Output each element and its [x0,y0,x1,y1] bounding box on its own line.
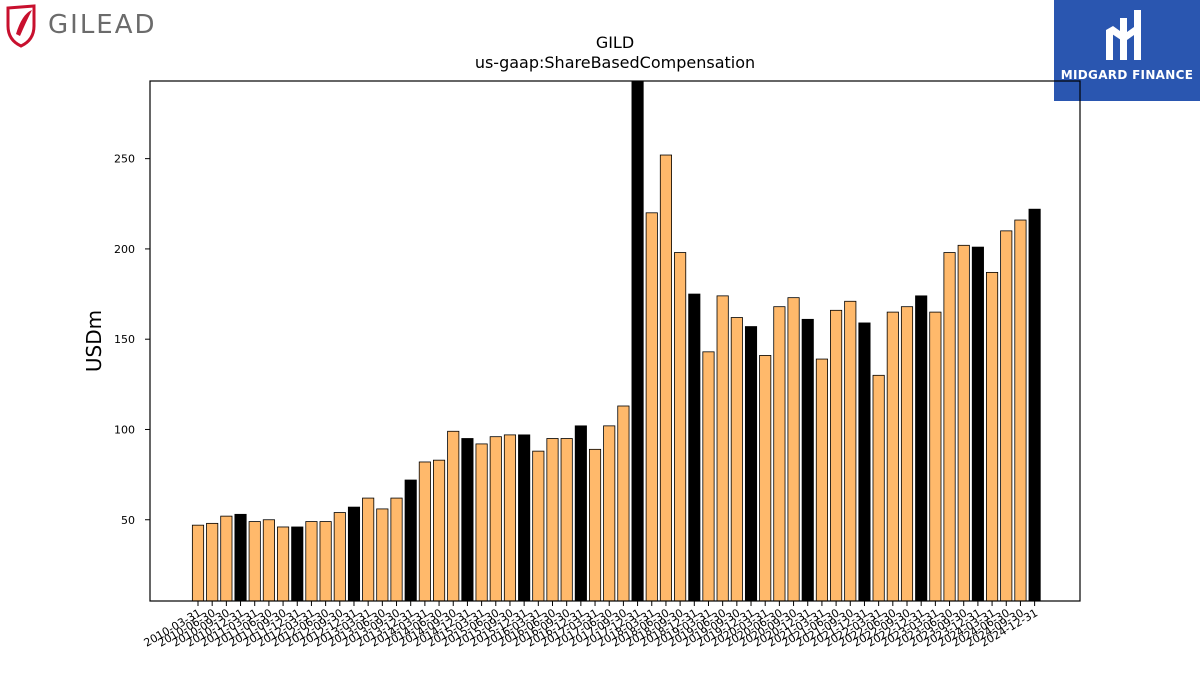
midgard-mark-icon [1106,10,1141,60]
bar-2013-09-30 [390,497,403,602]
bar-2012-03-31 [305,521,318,602]
bar-2014-12-31 [461,438,474,602]
y-tick-label: 50 [121,514,135,527]
bar-2021-12-31 [858,322,871,602]
bar-2024-03-31 [986,271,999,602]
bar-2020-12-31 [801,318,814,602]
bar-2011-09-30 [277,526,290,602]
bar-2020-03-31 [759,355,772,602]
bar-2014-03-31 [418,461,431,602]
bar-series [191,80,1041,602]
bar-2018-12-31 [688,293,701,602]
x-axis-ticks: 2010-03-312010-06-302010-09-302010-12-31… [142,601,1040,650]
bar-2016-12-31 [574,425,587,602]
bar-2013-12-31 [404,479,417,602]
bar-2024-06-30 [1000,230,1013,602]
bar-2023-06-30 [943,252,956,602]
bar-2014-09-30 [447,430,460,602]
bar-2021-09-30 [844,300,857,602]
gilead-logo-text: GILEAD [48,10,157,40]
bar-2019-06-30 [716,295,729,602]
chart-title: GILD [596,33,634,52]
bar-2015-12-31 [518,434,531,602]
bar-2024-12-31 [1028,208,1041,602]
bar-2017-12-31 [631,80,644,602]
y-tick-label: 150 [114,333,135,346]
bar-2010-06-30 [206,522,219,602]
bar-2024-09-30 [1014,219,1027,602]
bar-2016-06-30 [546,438,559,602]
bar-2018-09-30 [674,252,687,602]
bar-2017-03-31 [588,448,602,602]
bar-2022-09-30 [900,306,914,602]
bar-2020-09-30 [787,297,800,602]
bar-2019-12-31 [744,326,758,602]
bar-2011-06-30 [262,519,275,602]
bar-2013-06-30 [376,508,389,602]
bar-2023-09-30 [957,244,970,602]
bar-2019-03-31 [702,351,715,602]
bar-2018-03-31 [645,212,658,602]
y-tick-label: 100 [114,423,135,436]
bar-2022-03-31 [872,374,885,602]
bar-2015-06-30 [489,436,502,602]
bar-2013-03-31 [362,497,375,602]
gilead-shield-icon [6,4,36,48]
bar-2021-06-30 [830,309,843,602]
bar-2016-03-31 [532,450,545,602]
y-tick-label: 200 [114,243,135,256]
bar-2023-03-31 [929,311,942,602]
y-tick-label: 250 [114,153,135,166]
bar-2018-06-30 [659,154,672,602]
bar-2019-09-30 [730,317,743,602]
midgard-logo-text: MIDGARD FINANCE [1060,68,1194,82]
bar-2020-06-30 [773,306,786,602]
y-axis-label: USDm [82,310,106,372]
y-axis-ticks: 50 100 150 200 250 [114,153,150,527]
bar-2021-03-31 [815,358,828,602]
plot-area-frame [149,80,1081,602]
bar-2011-03-31 [248,521,261,602]
bar-2014-06-30 [433,459,446,602]
bar-2022-12-31 [915,295,928,602]
bar-2011-12-31 [291,526,304,602]
bar-2023-12-31 [971,246,984,602]
bar-2012-06-30 [319,521,332,602]
bar-2010-03-31 [191,524,205,602]
bar-2015-03-31 [475,443,488,602]
chart-subtitle: us-gaap:ShareBasedCompensation [475,53,755,72]
bar-2012-09-30 [333,512,346,602]
bar-2017-09-30 [617,405,630,602]
gilead-logo: GILEAD [4,4,164,52]
bar-2016-09-30 [560,438,573,602]
bar-2012-12-31 [347,506,361,602]
bar-2015-09-30 [503,434,517,602]
bar-2022-06-30 [886,311,899,602]
bar-2010-09-30 [220,515,233,602]
midgard-finance-logo: MIDGARD FINANCE [1054,0,1200,101]
bar-2010-12-31 [234,513,247,602]
bar-2017-06-30 [603,425,616,602]
